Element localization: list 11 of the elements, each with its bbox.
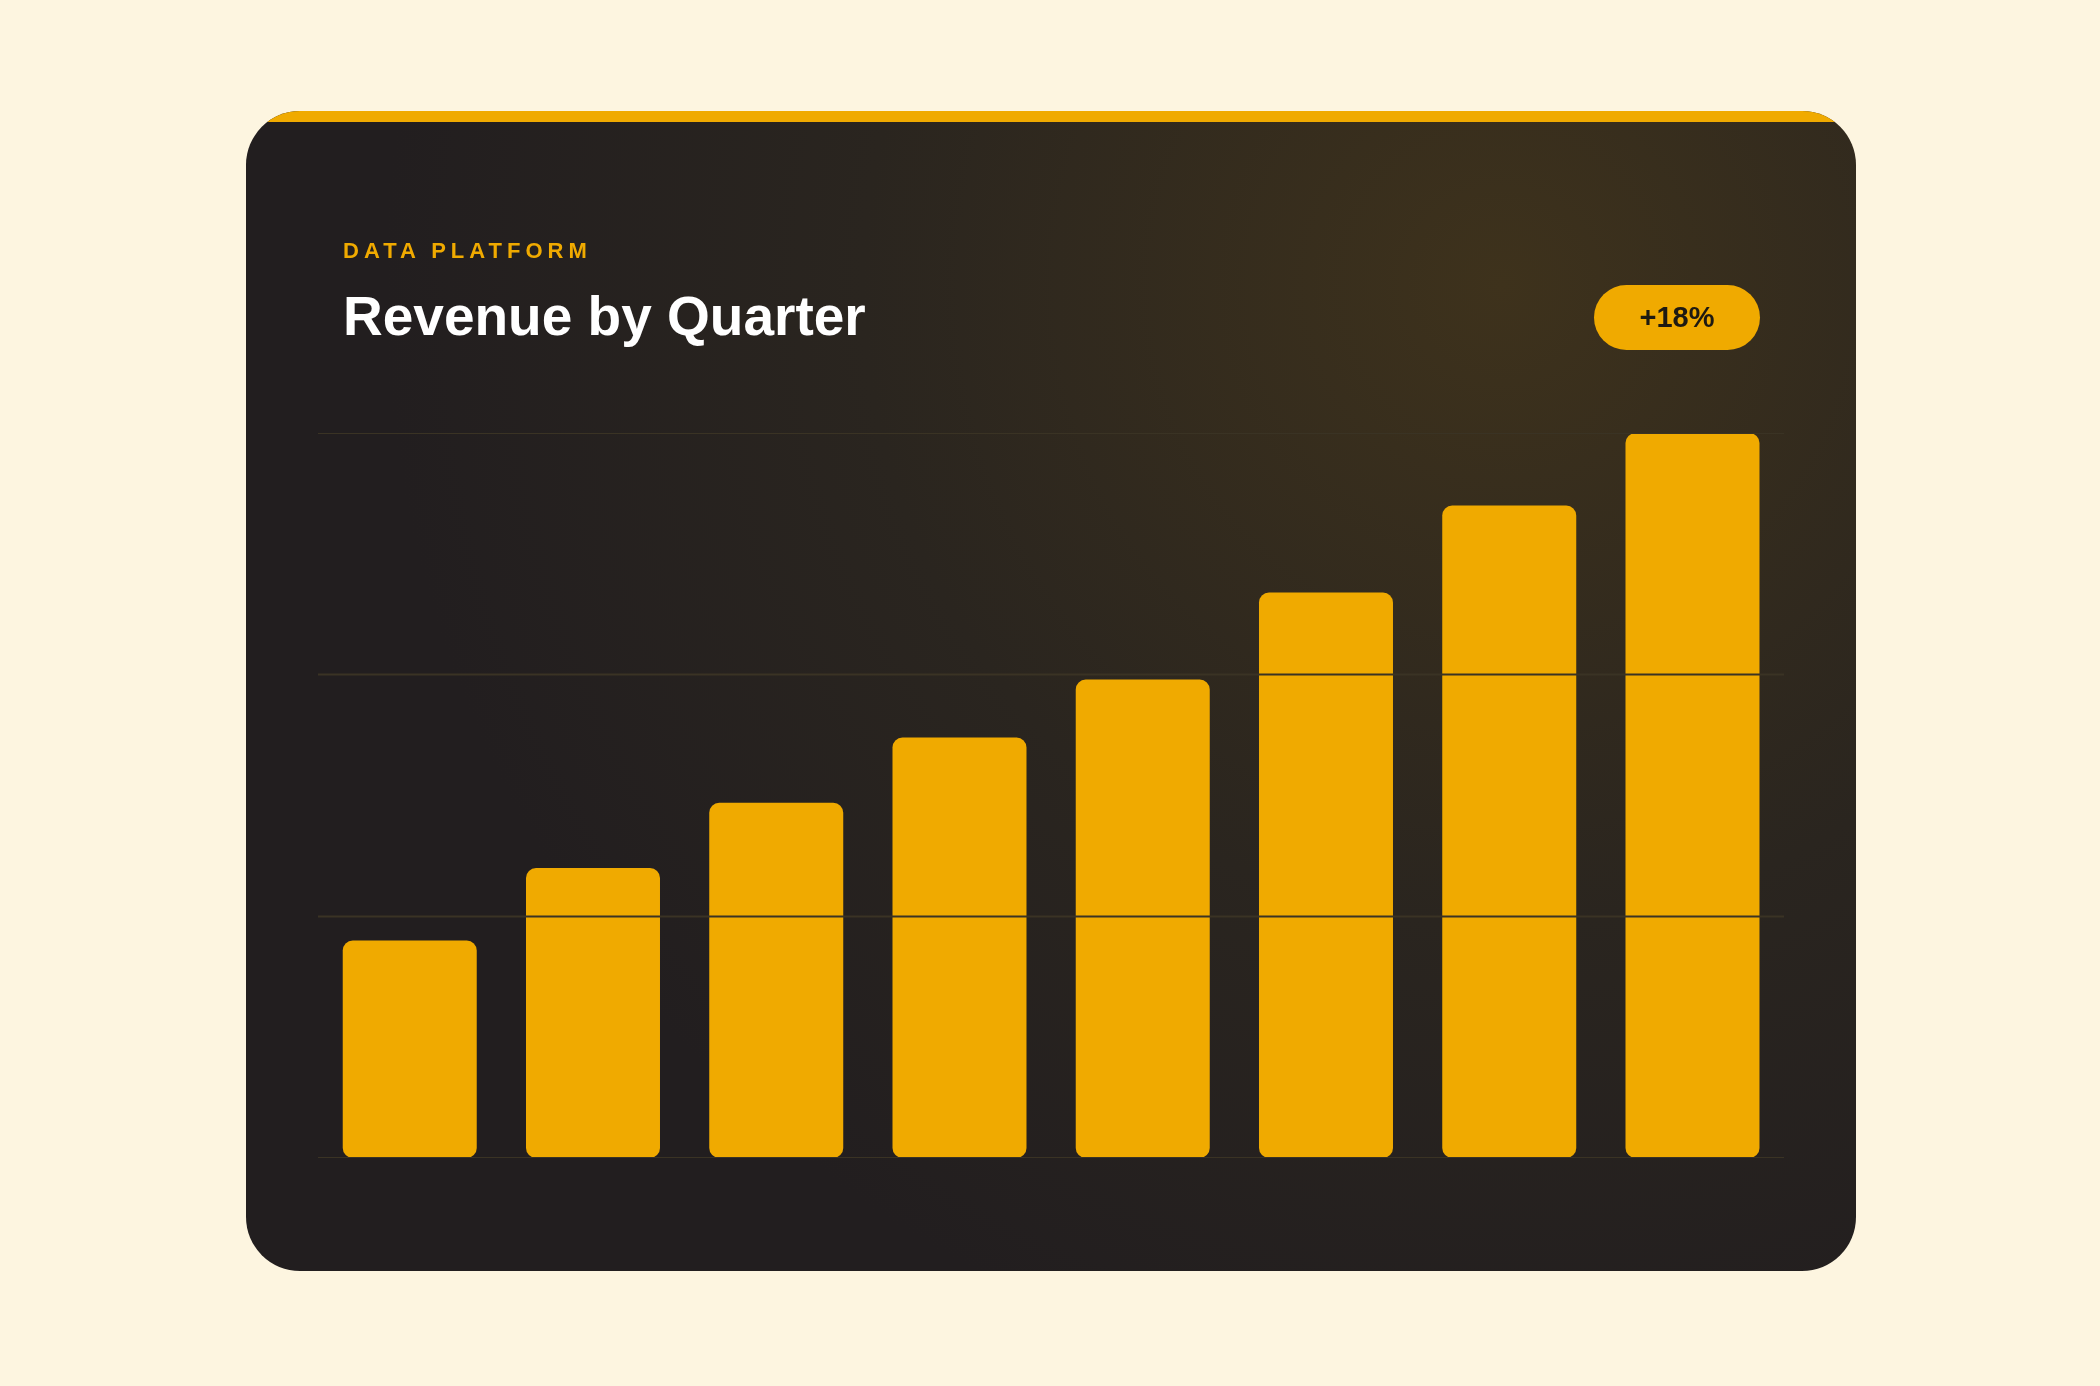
chart-title: Revenue by Quarter — [343, 284, 866, 348]
bar — [1075, 679, 1210, 1158]
bar — [1625, 433, 1760, 1158]
bar — [525, 868, 660, 1158]
bar — [342, 940, 477, 1158]
bar — [1442, 505, 1577, 1158]
bar — [1258, 592, 1393, 1158]
bar — [892, 737, 1027, 1158]
text: +18% — [1594, 285, 1760, 350]
bar — [709, 802, 844, 1158]
chart-subtitle: DATA PLATFORM — [343, 238, 592, 264]
